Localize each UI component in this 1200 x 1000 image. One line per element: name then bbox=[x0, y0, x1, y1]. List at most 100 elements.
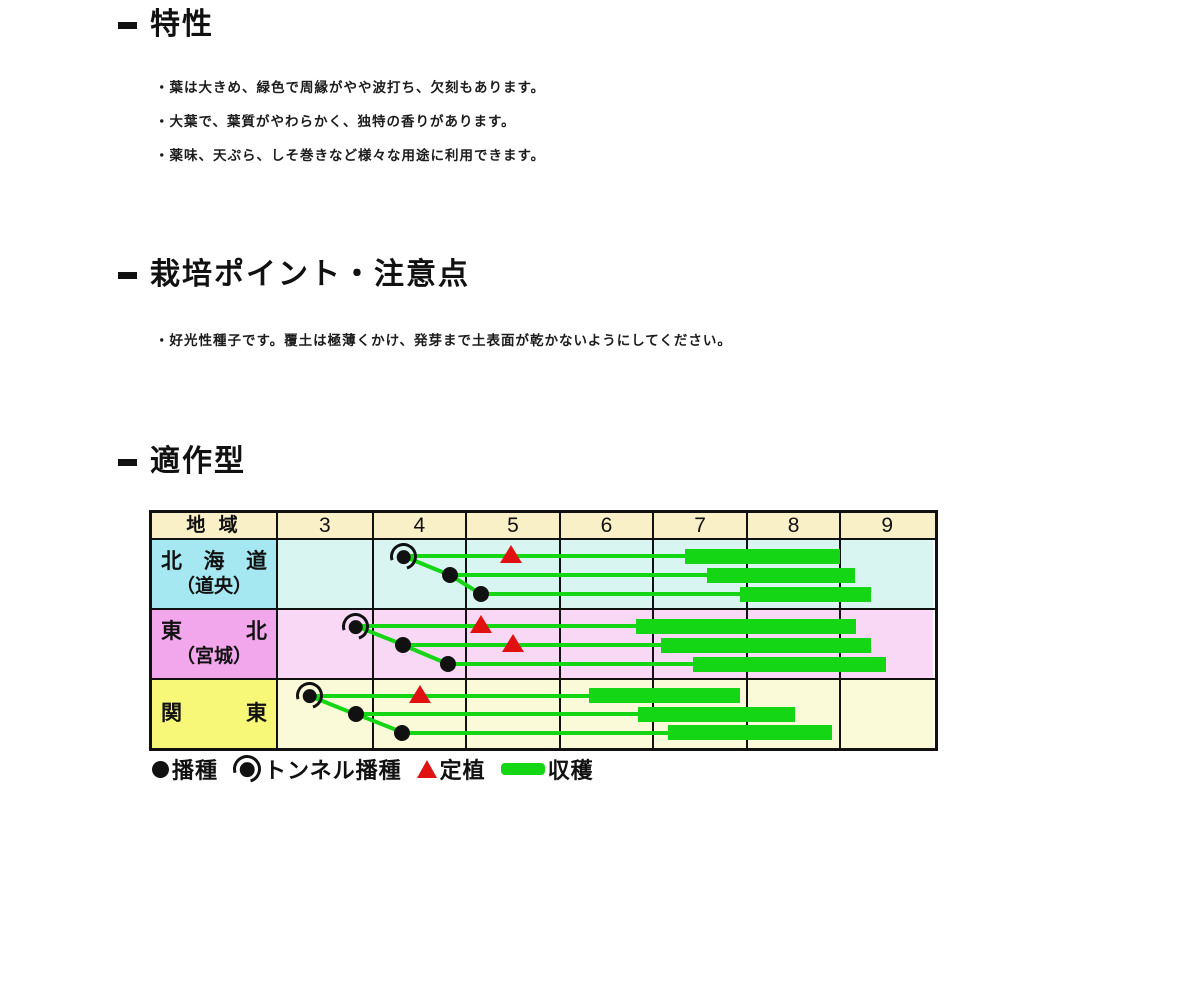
region-subname: （道央） bbox=[175, 576, 252, 597]
legend-label: 収穫 bbox=[547, 758, 594, 783]
month-header-cell: 3 bbox=[318, 514, 331, 537]
plot-layer bbox=[278, 677, 935, 748]
legend-item: トンネル播種 bbox=[228, 750, 402, 788]
region-plot bbox=[278, 538, 935, 608]
harvest-bar bbox=[685, 548, 841, 564]
timeline-line bbox=[403, 643, 661, 648]
tunnel-sow-icon bbox=[228, 750, 266, 788]
region-name: 北海道 bbox=[161, 549, 267, 575]
plot-layer bbox=[278, 538, 935, 608]
region-name-char: 北 bbox=[161, 550, 182, 573]
region-name-char: 東 bbox=[246, 702, 267, 725]
chart-legend: 播種 トンネル播種 定植 収穫 bbox=[152, 750, 609, 788]
month-header-cell: 8 bbox=[745, 513, 840, 538]
month-header-cell: 7 bbox=[652, 513, 746, 538]
sow-dot-marker bbox=[395, 637, 412, 654]
heading-dash-icon bbox=[118, 458, 137, 466]
legend-label: 定植 bbox=[439, 758, 486, 783]
tunnel-sow-marker bbox=[291, 677, 329, 715]
month-cell bbox=[839, 680, 933, 748]
harvest-bar bbox=[588, 688, 741, 704]
heading-dash-icon bbox=[118, 271, 137, 279]
region-name-char: 北 bbox=[246, 620, 267, 643]
harvest-bar bbox=[692, 656, 887, 672]
sow-dot-marker bbox=[440, 656, 457, 673]
timeline-line bbox=[450, 573, 707, 578]
timeline-line bbox=[481, 592, 741, 597]
region-label: 関東 bbox=[152, 680, 278, 748]
timeline-line bbox=[355, 712, 639, 717]
month-header-cell: 5 bbox=[465, 513, 559, 538]
characteristics-bullet-1: ・葉は大きめ、緑色で周縁がやや波打ち、欠刻もあります。 bbox=[155, 80, 546, 95]
sow-dot-marker bbox=[442, 567, 459, 584]
heading-dash-icon bbox=[118, 21, 137, 29]
transplant-triangle bbox=[499, 545, 522, 564]
harvest-bar bbox=[740, 586, 872, 602]
harvest-bar bbox=[638, 706, 796, 722]
region-name-char: 東 bbox=[161, 620, 182, 643]
sow-dot bbox=[302, 688, 317, 703]
region-name-char: 関 bbox=[161, 702, 182, 725]
month-header-cell: 6 bbox=[558, 513, 653, 538]
region-plot bbox=[278, 677, 935, 748]
section-heading-characteristics: 特性 bbox=[118, 6, 214, 44]
section-title-planting-calendar: 適作型 bbox=[150, 445, 246, 478]
region-column-header: 地 域 bbox=[152, 513, 278, 538]
region-name: 関東 bbox=[161, 701, 267, 727]
region-name: 東北 bbox=[161, 619, 267, 645]
region-row: 関東 bbox=[152, 677, 935, 748]
characteristics-bullets: ・葉は大きめ、緑色で周縁がやや波打ち、欠刻もあります。 ・大葉で、葉質がやわらか… bbox=[155, 80, 545, 182]
legend-label: トンネル播種 bbox=[264, 758, 402, 783]
characteristics-bullet-3: ・薬味、天ぷら、しそ巻きなど様々な用途に利用できます。 bbox=[155, 148, 546, 163]
region-plot bbox=[278, 608, 935, 678]
characteristics-bullet-2: ・大葉で、葉質がやわらかく、独特の香りがあります。 bbox=[155, 114, 516, 129]
plot-layer bbox=[278, 608, 935, 678]
harvest-bar bbox=[706, 567, 856, 583]
harvest-bar bbox=[660, 637, 872, 653]
transplant-triangle-icon bbox=[416, 760, 437, 778]
region-subname: （宮城） bbox=[175, 646, 252, 667]
timeline-line bbox=[309, 693, 589, 698]
month-header-cell: 9 bbox=[839, 513, 933, 538]
tunnel-sow-marker bbox=[385, 538, 422, 575]
timeline-line bbox=[402, 730, 669, 735]
sow-dot-marker bbox=[394, 724, 411, 741]
legend-label: 播種 bbox=[172, 758, 219, 783]
region-name-char: 海 bbox=[203, 550, 225, 573]
region-label: 東北（宮城） bbox=[152, 610, 278, 678]
sow-dot-marker bbox=[347, 706, 364, 723]
cropping-calendar-table: 地 域 3 4 5 6 7 8 9 北海道（道央）東北（宮城）関東 bbox=[149, 510, 938, 751]
transplant-triangle bbox=[409, 684, 432, 703]
timeline-line bbox=[403, 554, 686, 559]
harvest-bar bbox=[636, 618, 857, 634]
harvest-bar bbox=[668, 725, 832, 741]
section-title-characteristics: 特性 bbox=[150, 8, 214, 41]
region-label: 北海道（道央） bbox=[152, 540, 278, 608]
sow-dot-icon bbox=[152, 760, 169, 778]
cultivation-points-bullets: ・好光性種子です。覆土は極薄くかけ、発芽まで土表面が乾かないようにしてください。 bbox=[155, 333, 732, 367]
sow-dot bbox=[396, 549, 411, 564]
harvest-bar-icon bbox=[500, 763, 545, 775]
timeline-line bbox=[448, 662, 693, 667]
legend-item: 収穫 bbox=[500, 753, 594, 785]
sow-dot-marker bbox=[473, 586, 490, 603]
section-title-cultivation-points: 栽培ポイント・注意点 bbox=[150, 258, 470, 291]
month-cell bbox=[278, 540, 372, 608]
transplant-triangle bbox=[470, 615, 493, 634]
legend-item: 播種 bbox=[152, 753, 218, 785]
region-row: 東北（宮城） bbox=[152, 608, 935, 680]
region-name-char: 道 bbox=[246, 550, 267, 573]
month-header-cell: 4 bbox=[371, 513, 466, 538]
cultivation-points-bullet-1: ・好光性種子です。覆土は極薄くかけ、発芽まで土表面が乾かないようにしてください。 bbox=[155, 333, 732, 348]
legend-item: 定植 bbox=[416, 753, 486, 785]
tunnel-sow-marker bbox=[337, 608, 374, 645]
section-heading-cultivation-points: 栽培ポイント・注意点 bbox=[118, 256, 470, 294]
region-row: 北海道（道央） bbox=[152, 538, 935, 610]
timeline-line bbox=[355, 624, 637, 629]
tunnel-dot bbox=[239, 761, 255, 777]
section-heading-planting-calendar: 適作型 bbox=[118, 443, 246, 481]
sow-dot bbox=[348, 619, 363, 634]
transplant-triangle bbox=[501, 634, 524, 653]
